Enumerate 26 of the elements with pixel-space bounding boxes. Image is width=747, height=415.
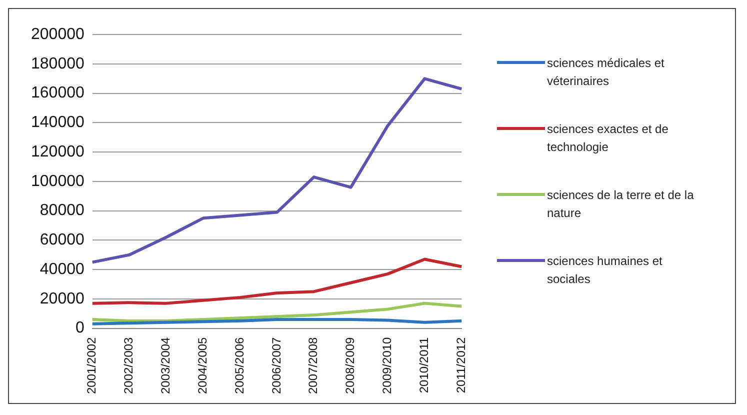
y-tick-label: 140000 — [31, 114, 84, 132]
legend-label: sciences de la terre et de la nature — [547, 187, 695, 222]
legend-label: sciences humaines et sociales — [547, 253, 664, 288]
y-tick-label: 120000 — [31, 143, 84, 160]
y-tick-label: 0 — [75, 320, 84, 337]
x-tick-label: 2008/2009 — [343, 336, 358, 394]
x-tick-label: 2011/2012 — [454, 336, 468, 394]
y-tick-label: 200000 — [31, 26, 84, 44]
x-tick-label: 2009/2010 — [380, 336, 394, 394]
x-tick-label: 2004/2005 — [195, 336, 210, 394]
y-tick-label: 100000 — [31, 172, 84, 190]
x-tick-label: 2002/2003 — [122, 336, 136, 394]
x-tick-label: 2006/2007 — [269, 336, 284, 394]
y-tick-label: 160000 — [31, 84, 84, 102]
x-tick-label: 2003/2004 — [158, 336, 173, 394]
y-tick-label: 180000 — [31, 55, 84, 72]
x-tick-label: 2005/2006 — [232, 336, 246, 394]
y-tick-label: 40000 — [40, 260, 84, 278]
y-tick-label: 80000 — [40, 202, 84, 220]
y-tick-label: 20000 — [40, 290, 84, 308]
x-tick-label: 2001/2002 — [84, 336, 99, 394]
legend-label: sciences médicales et véterinaires — [547, 55, 666, 90]
x-tick-label: 2010/2011 — [416, 336, 431, 394]
x-tick-label: 2007/2008 — [306, 336, 320, 394]
y-tick-label: 60000 — [40, 232, 84, 249]
legend-label: sciences exactes et de technologie — [547, 121, 670, 156]
